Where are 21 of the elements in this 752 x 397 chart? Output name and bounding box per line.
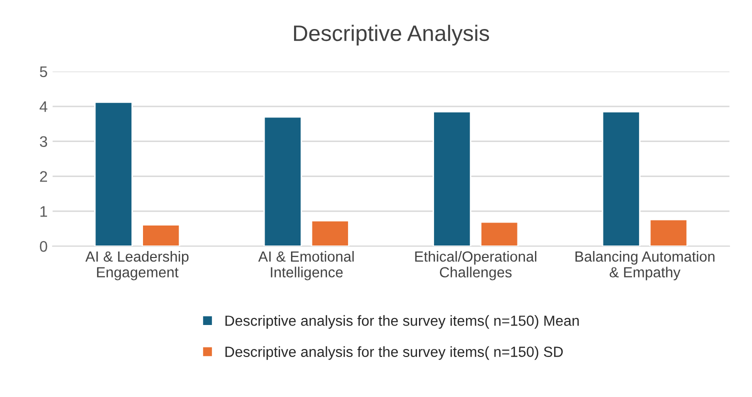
x-tick-label: AI & Emotional Intelligence: [258, 251, 354, 280]
bar: [602, 110, 640, 246]
y-tick-label: 5: [40, 66, 48, 78]
x-tick-label: Balancing Automation & Empathy: [576, 251, 714, 280]
x-tick-label: AI & Leadership Engagement: [85, 251, 189, 280]
y-tick-label: 1: [40, 206, 48, 217]
y-tick-label: 0: [40, 241, 48, 252]
bar: [94, 102, 133, 246]
legend-label: Descriptive analysis for the survey items( n=150) Mean: [225, 315, 579, 329]
bar: [480, 221, 519, 246]
chart-title: Descriptive Analysis: [294, 24, 490, 46]
y-tick-label: 4: [40, 101, 48, 112]
bar: [649, 218, 688, 246]
bar: [263, 116, 302, 246]
x-tick-label: Ethical/Operational Challenges: [415, 251, 536, 280]
y-tick-label: 3: [40, 136, 48, 148]
legend-label: Descriptive analysis for the survey items( n=150) SD: [225, 346, 563, 360]
y-tick-label: 2: [40, 171, 48, 182]
bar: [432, 110, 472, 246]
bar: [142, 224, 180, 246]
bar: [310, 220, 350, 246]
